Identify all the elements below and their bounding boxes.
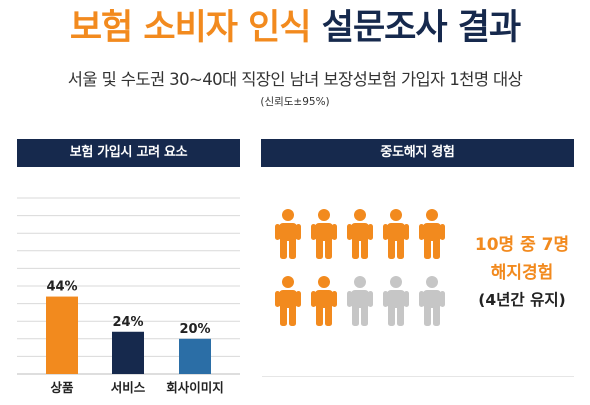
person-icon — [275, 209, 301, 259]
person-icon — [347, 276, 373, 326]
bar-value-label: 24% — [112, 315, 143, 330]
cancellation-experience-header: 중도해지 경험 — [261, 139, 574, 167]
category-label: 회사이미지 — [166, 380, 224, 395]
bar-1 — [46, 296, 78, 374]
title-part-2: 설문조사 결과 — [321, 8, 521, 48]
person-icon — [383, 209, 409, 259]
bar-3 — [179, 338, 211, 374]
bar-value-label: 20% — [179, 322, 210, 337]
person-icon — [311, 209, 337, 259]
consideration-factors-header: 보험 가입시 고려 요소 — [17, 139, 240, 167]
person-icon — [311, 276, 337, 326]
callout-experience: 해지경험 — [490, 263, 554, 283]
title-part-1: 보험 소비자 인식 — [69, 8, 312, 48]
person-icon — [419, 209, 445, 259]
bar-value-label: 44% — [46, 280, 77, 295]
person-icon — [383, 276, 409, 326]
callout-period: (4년간 유지) — [478, 291, 566, 309]
person-icon — [419, 276, 445, 326]
category-label: 상품 — [50, 380, 74, 395]
page-title: 보험 소비자 인식 설문조사 결과 — [0, 4, 590, 52]
callout-ratio: 10명 중 7명 — [474, 235, 570, 255]
person-icon — [347, 209, 373, 259]
confidence-note: (신뢰도±95%) — [260, 96, 330, 108]
right-panel-bottom-rule — [262, 376, 574, 377]
person-icon — [275, 276, 301, 326]
survey-subtitle: 서울 및 수도권 30~40대 직장인 남녀 보장성보험 가입자 1천명 대상 — [67, 70, 523, 89]
bar-2 — [112, 331, 144, 374]
category-label: 서비스 — [111, 380, 146, 395]
